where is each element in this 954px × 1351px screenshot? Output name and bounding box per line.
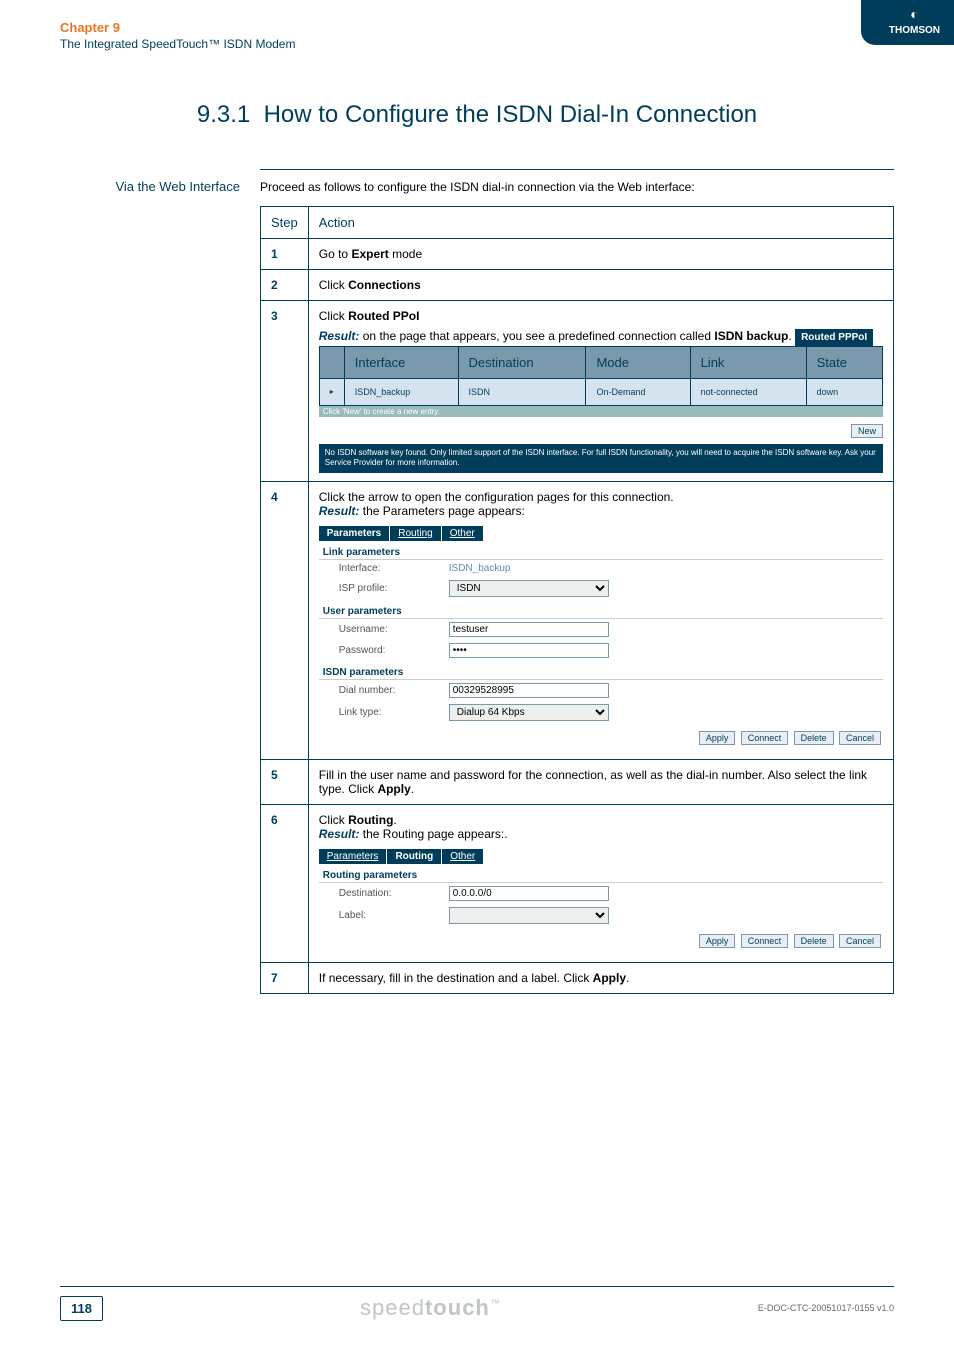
step-5-action: Fill in the user name and password for t… bbox=[308, 759, 893, 804]
cell-state: down bbox=[806, 379, 882, 406]
link-params-label: Link parameters bbox=[319, 543, 883, 560]
step-7-action: If necessary, fill in the destination an… bbox=[308, 962, 893, 993]
tab-other[interactable]: Other bbox=[442, 849, 484, 864]
destination-label: Destination: bbox=[339, 888, 449, 899]
step-2-action: Click Connections bbox=[308, 270, 893, 301]
col-link: Link bbox=[690, 347, 806, 379]
config-tabs: Parameters Routing Other bbox=[319, 526, 883, 541]
step-1-action: Go to Expert mode bbox=[308, 239, 893, 270]
password-label: Password: bbox=[339, 645, 449, 656]
pppo-table: Interface Destination Mode Link State ▸ … bbox=[319, 346, 883, 406]
tab-parameters[interactable]: Parameters bbox=[319, 526, 390, 541]
link-type-label: Link type: bbox=[339, 707, 449, 718]
isdn-warning: No ISDN software key found. Only limited… bbox=[319, 444, 883, 473]
section-number: 9.3.1 bbox=[197, 101, 250, 128]
brand-name: THOMSON bbox=[889, 25, 940, 36]
divider bbox=[260, 169, 894, 170]
routed-pppo-header: Routed PPPoI bbox=[795, 329, 873, 346]
speedtouch-logo: speedtouch™ bbox=[360, 1295, 501, 1321]
section-title-text: How to Configure the ISDN Dial-In Connec… bbox=[264, 101, 758, 128]
result-label: Result: bbox=[319, 827, 360, 841]
delete-button[interactable]: Delete bbox=[794, 934, 834, 948]
step-3-action: Click Routed PPoI Result: on the page th… bbox=[308, 301, 893, 482]
doc-id: E-DOC-CTC-20051017-0155 v1.0 bbox=[758, 1303, 894, 1313]
side-label: Via the Web Interface bbox=[60, 169, 240, 194]
user-params-label: User parameters bbox=[319, 602, 883, 619]
row-arrow-icon[interactable]: ▸ bbox=[319, 379, 344, 406]
step-3-num: 3 bbox=[261, 301, 309, 482]
col-step: Step bbox=[261, 207, 309, 239]
section-title: 9.3.1 How to Configure the ISDN Dial-In … bbox=[60, 101, 894, 129]
routing-tabs: Parameters Routing Other bbox=[319, 849, 883, 864]
dial-number-input[interactable] bbox=[449, 683, 609, 698]
delete-button[interactable]: Delete bbox=[794, 731, 834, 745]
page-header: Chapter 9 The Integrated SpeedTouch™ ISD… bbox=[60, 20, 894, 51]
chapter-subtitle: The Integrated SpeedTouch™ ISDN Modem bbox=[60, 37, 295, 51]
col-action: Action bbox=[308, 207, 893, 239]
interface-value: ISDN_backup bbox=[449, 563, 511, 574]
cell-interface[interactable]: ISDN_backup bbox=[344, 379, 458, 406]
tab-parameters[interactable]: Parameters bbox=[319, 849, 388, 864]
col-state: State bbox=[806, 347, 882, 379]
isp-profile-select[interactable]: ISDN bbox=[449, 580, 609, 597]
globe-icon: ◐ bbox=[889, 6, 940, 23]
apply-button[interactable]: Apply bbox=[699, 731, 736, 745]
step-7-num: 7 bbox=[261, 962, 309, 993]
routing-params-label: Routing parameters bbox=[319, 866, 883, 883]
cell-mode: On-Demand bbox=[586, 379, 690, 406]
tab-other[interactable]: Other bbox=[442, 526, 484, 541]
page-footer: 118 speedtouch™ E-DOC-CTC-20051017-0155 … bbox=[60, 1286, 894, 1321]
step-5-num: 5 bbox=[261, 759, 309, 804]
new-entry-hint: Click 'New' to create a new entry. bbox=[319, 406, 883, 417]
intro-text: Proceed as follows to configure the ISDN… bbox=[260, 180, 894, 194]
cancel-button[interactable]: Cancel bbox=[839, 934, 881, 948]
connect-button[interactable]: Connect bbox=[741, 934, 789, 948]
username-label: Username: bbox=[339, 624, 449, 635]
col-interface: Interface bbox=[344, 347, 458, 379]
isp-profile-label: ISP profile: bbox=[339, 583, 449, 594]
destination-input[interactable] bbox=[449, 886, 609, 901]
step-2-num: 2 bbox=[261, 270, 309, 301]
col-destination: Destination bbox=[458, 347, 586, 379]
routing-label-select[interactable] bbox=[449, 907, 609, 924]
steps-table: Step Action 1 Go to Expert mode 2 Click … bbox=[260, 206, 894, 994]
step-6-num: 6 bbox=[261, 804, 309, 962]
step-6-action: Click Routing. Result: the Routing page … bbox=[308, 804, 893, 962]
username-input[interactable] bbox=[449, 622, 609, 637]
dial-number-label: Dial number: bbox=[339, 685, 449, 696]
result-label: Result: bbox=[319, 504, 360, 518]
step-4-action: Click the arrow to open the configuratio… bbox=[308, 481, 893, 759]
interface-label: Interface: bbox=[339, 563, 449, 574]
tab-routing[interactable]: Routing bbox=[387, 849, 442, 864]
tab-routing[interactable]: Routing bbox=[390, 526, 441, 541]
step-1-num: 1 bbox=[261, 239, 309, 270]
routing-label-label: Label: bbox=[339, 910, 449, 921]
step-4-num: 4 bbox=[261, 481, 309, 759]
chapter-title: Chapter 9 bbox=[60, 20, 295, 35]
password-input[interactable] bbox=[449, 643, 609, 658]
cell-link: not-connected bbox=[690, 379, 806, 406]
col-mode: Mode bbox=[586, 347, 690, 379]
result-label: Result: bbox=[319, 329, 360, 343]
apply-button[interactable]: Apply bbox=[699, 934, 736, 948]
page-number: 118 bbox=[60, 1296, 103, 1321]
thomson-logo: ◐ THOMSON bbox=[861, 0, 954, 45]
link-type-select[interactable]: Dialup 64 Kbps bbox=[449, 704, 609, 721]
isdn-params-label: ISDN parameters bbox=[319, 663, 883, 680]
new-button[interactable]: New bbox=[851, 424, 883, 438]
cell-dest: ISDN bbox=[458, 379, 586, 406]
connect-button[interactable]: Connect bbox=[741, 731, 789, 745]
cancel-button[interactable]: Cancel bbox=[839, 731, 881, 745]
